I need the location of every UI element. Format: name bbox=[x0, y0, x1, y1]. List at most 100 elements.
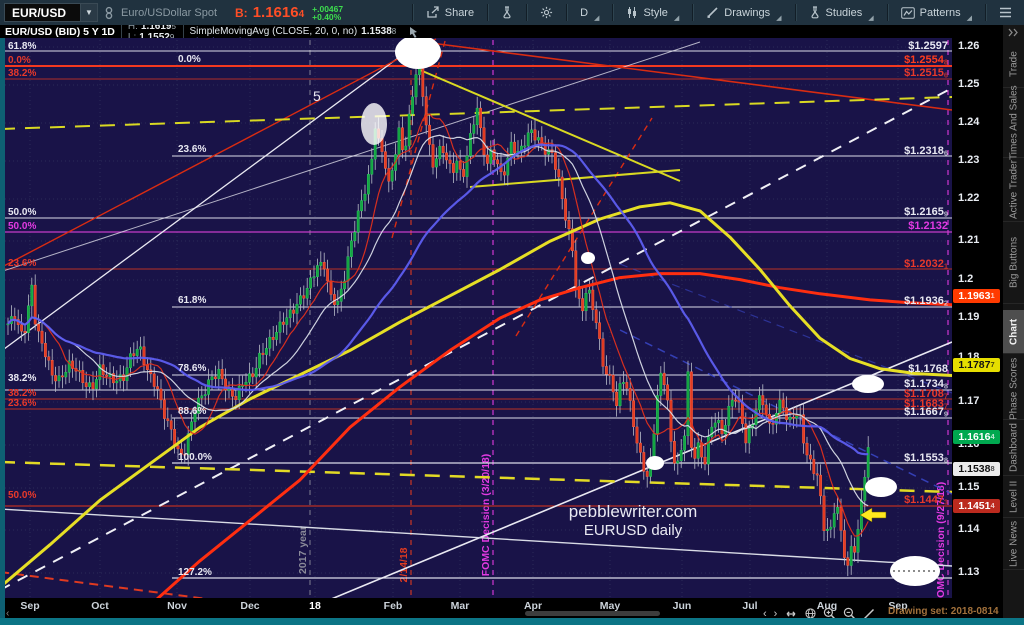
hamburger-menu-icon bbox=[999, 7, 1012, 18]
drawings-button[interactable]: Drawings ◢ bbox=[697, 0, 790, 25]
top-toolbar: EUR/USD ▼ Euro/USDollar Spot B: 1.16164 … bbox=[0, 0, 1024, 25]
ellipse-annotation[interactable] bbox=[581, 252, 595, 264]
ellipse-annotation[interactable] bbox=[646, 456, 664, 470]
candle-down bbox=[645, 471, 649, 477]
time-axis-label: Mar bbox=[450, 600, 470, 612]
trendline[interactable] bbox=[515, 117, 653, 337]
right-sidebar: Trade Times And Sales Active Trader Big But… bbox=[1002, 25, 1024, 618]
symbol-dropdown-button[interactable]: ▼ bbox=[80, 4, 98, 21]
candle-down bbox=[441, 146, 445, 154]
settings-button[interactable] bbox=[531, 0, 562, 25]
trendline[interactable] bbox=[0, 460, 952, 494]
ma-line-longtermma bbox=[5, 201, 952, 585]
candle-down bbox=[669, 400, 673, 442]
price-axis[interactable]: 1.26 1.25 1.24 1.23 1.22 1.21 1.2 1.19 1.18 1.17 1… bbox=[952, 38, 1002, 598]
candle-down bbox=[690, 371, 693, 448]
sidebar-tab-dashboard[interactable]: Dashboard bbox=[1003, 420, 1024, 476]
candle-up bbox=[758, 395, 761, 411]
candle-down bbox=[639, 442, 642, 453]
event-vline-label: 2017 year bbox=[297, 526, 309, 574]
step-forward-icon[interactable]: › bbox=[773, 607, 778, 620]
candle-down bbox=[282, 321, 285, 325]
candle-up bbox=[465, 155, 469, 177]
pan-left-arrow-icon[interactable]: ‹ bbox=[6, 608, 10, 619]
trendline[interactable] bbox=[0, 41, 701, 272]
sidebar-tab-chart[interactable]: Chart bbox=[1003, 310, 1024, 354]
sidebar-tab-active-trader[interactable]: Active Trader bbox=[1003, 158, 1024, 222]
step-back-icon[interactable]: ‹ bbox=[763, 607, 767, 620]
patterns-button[interactable]: Patterns ◢ bbox=[892, 0, 981, 25]
candle-down bbox=[785, 407, 789, 420]
draw-line-icon[interactable] bbox=[863, 608, 875, 620]
candle-up bbox=[94, 379, 98, 390]
pencil-icon bbox=[706, 6, 719, 19]
chart-scrollbar[interactable] bbox=[525, 611, 660, 616]
candle-down bbox=[492, 149, 496, 160]
trendline[interactable] bbox=[419, 69, 681, 182]
study-readout[interactable]: SimpleMovingAvg (CLOSE, 20, 0, no) 1.1538… bbox=[182, 26, 403, 37]
event-vline-label: FOMC Decision (3/20/18) bbox=[480, 454, 492, 577]
time-axis-label: 18 bbox=[309, 600, 321, 612]
trendline[interactable] bbox=[391, 30, 448, 239]
sidebar-tab-phase-scores[interactable]: Phase Scores bbox=[1003, 357, 1024, 420]
timeframe-button[interactable]: D ◢ bbox=[580, 6, 600, 23]
pan-both-icon[interactable] bbox=[784, 609, 798, 619]
candle-down bbox=[326, 268, 329, 282]
candle-up bbox=[254, 368, 258, 378]
time-axis: ‹ Sep Oct Nov Dec 18 Feb Mar Apr May Jun Jul Aug Sep… bbox=[0, 598, 1002, 625]
collapse-sidebar-icon[interactable] bbox=[1007, 28, 1019, 37]
candle-down bbox=[703, 456, 707, 465]
candle-down bbox=[486, 154, 489, 164]
quick-study-button[interactable] bbox=[492, 0, 522, 25]
study-cursor-icon[interactable] bbox=[408, 26, 420, 38]
wave-count-label[interactable]: 5 bbox=[313, 88, 321, 104]
studies-button[interactable]: Studies ◢ bbox=[800, 0, 883, 25]
candle-up bbox=[196, 397, 200, 414]
trendline[interactable] bbox=[0, 87, 952, 590]
candle-down bbox=[462, 169, 465, 177]
ellipse-annotation[interactable] bbox=[395, 35, 441, 69]
link-icon[interactable] bbox=[103, 6, 115, 20]
time-axis-label: Dec bbox=[240, 600, 260, 612]
ellipse-annotation[interactable] bbox=[865, 477, 897, 497]
candle-down bbox=[734, 399, 738, 402]
sidebar-tab-trade[interactable]: Trade bbox=[1003, 42, 1024, 88]
candle-up bbox=[186, 433, 190, 456]
share-button[interactable]: Share bbox=[417, 0, 483, 25]
trendline[interactable] bbox=[469, 169, 681, 188]
sidebar-tab-big-buttons[interactable]: Big Buttons bbox=[1003, 222, 1024, 304]
watermark-site: pebblewriter.com bbox=[569, 502, 698, 521]
sidebar-tab-live-news[interactable]: Live News bbox=[1003, 518, 1024, 570]
sidebar-tab-times-and-sales[interactable]: Times And Sales bbox=[1003, 85, 1024, 160]
trendline[interactable] bbox=[0, 571, 215, 600]
trendline[interactable] bbox=[0, 30, 436, 352]
ellipse-annotation[interactable] bbox=[361, 103, 387, 145]
candle-down bbox=[809, 454, 812, 460]
trendline[interactable] bbox=[619, 263, 952, 394]
price-tick-label: 1.13 bbox=[958, 566, 980, 578]
study-readout[interactable]: SimpleMovingAvg ... bbox=[182, 37, 403, 38]
candle-down bbox=[81, 370, 85, 384]
arrow-annotation[interactable] bbox=[859, 507, 887, 523]
symbol-input[interactable]: EUR/USD ▼ bbox=[4, 3, 99, 22]
candle-up bbox=[30, 284, 34, 307]
sidebar-tab-level-ii[interactable]: Level II bbox=[1003, 476, 1024, 518]
price-level-label: $1.23186 bbox=[904, 145, 948, 158]
ohlc-field: H: 1.1619 5 bbox=[120, 25, 183, 32]
trendline[interactable] bbox=[422, 41, 952, 111]
candle-up bbox=[356, 210, 360, 233]
style-label: Style bbox=[643, 6, 668, 19]
candle-down bbox=[152, 373, 156, 387]
trendline[interactable] bbox=[300, 341, 952, 612]
price-badge: 1.1616 4 bbox=[953, 430, 1000, 444]
candle-down bbox=[329, 280, 333, 295]
candle-up bbox=[139, 346, 142, 350]
trendline[interactable] bbox=[0, 508, 952, 567]
ellipse-annotation[interactable] bbox=[852, 375, 884, 393]
study-readout[interactable]: SimpleMovingAvg (CLOSE, 10, 0, no)1.1451… bbox=[182, 25, 403, 26]
chart-title: EUR/USD (BID) 5 Y 1D bbox=[5, 25, 115, 38]
menu-button[interactable] bbox=[990, 0, 1024, 25]
trendline[interactable] bbox=[0, 38, 437, 268]
style-button[interactable]: Style ◢ bbox=[617, 0, 688, 25]
candle-down bbox=[792, 417, 795, 419]
